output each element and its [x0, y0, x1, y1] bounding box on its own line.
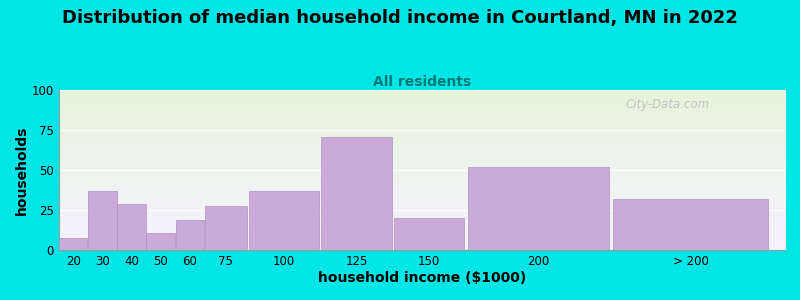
Text: Distribution of median household income in Courtland, MN in 2022: Distribution of median household income … — [62, 9, 738, 27]
Bar — [175, 220, 204, 250]
Text: City-Data.com: City-Data.com — [626, 98, 710, 111]
Bar — [205, 206, 247, 250]
Bar — [118, 204, 146, 250]
Title: All residents: All residents — [373, 75, 471, 89]
Bar — [59, 238, 87, 250]
Y-axis label: households: households — [15, 126, 29, 215]
Bar — [322, 136, 392, 250]
Bar — [394, 218, 465, 250]
X-axis label: household income ($1000): household income ($1000) — [318, 271, 526, 285]
Bar — [88, 191, 117, 250]
Bar — [468, 167, 609, 250]
Bar — [613, 199, 768, 250]
Bar — [146, 233, 174, 250]
Bar — [249, 191, 319, 250]
